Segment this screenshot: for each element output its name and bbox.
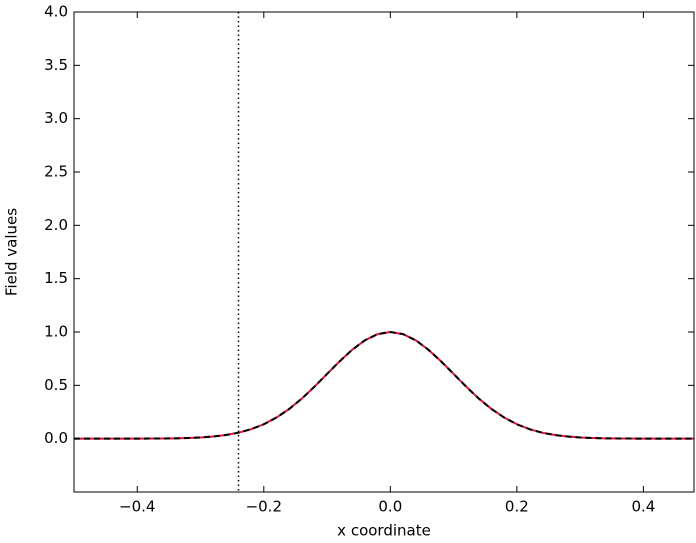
- y-tick-label: 0.0: [44, 429, 68, 447]
- y-tick-label: 3.0: [44, 109, 68, 127]
- plot-frame: [73, 11, 695, 493]
- x-axis-label: x coordinate: [337, 522, 431, 540]
- y-tick-label: 2.5: [44, 163, 68, 181]
- x-tick-label: 0.4: [631, 498, 655, 516]
- y-tick-label: 4.0: [44, 3, 68, 21]
- x-tick-label: 0.2: [505, 498, 529, 516]
- x-tick-label: −0.4: [119, 498, 155, 516]
- y-axis-label: Field values: [3, 208, 21, 296]
- series-line: [74, 330, 694, 440]
- y-tick-label: 1.0: [44, 323, 68, 341]
- x-tick-label: 0.0: [378, 498, 402, 516]
- y-tick-label: 0.5: [44, 376, 68, 394]
- y-tick-label: 1.5: [44, 269, 68, 287]
- series-line: [74, 330, 694, 440]
- y-tick-label: 2.0: [44, 216, 68, 234]
- y-tick-label: 3.5: [44, 56, 68, 74]
- x-tick-label: −0.2: [246, 498, 282, 516]
